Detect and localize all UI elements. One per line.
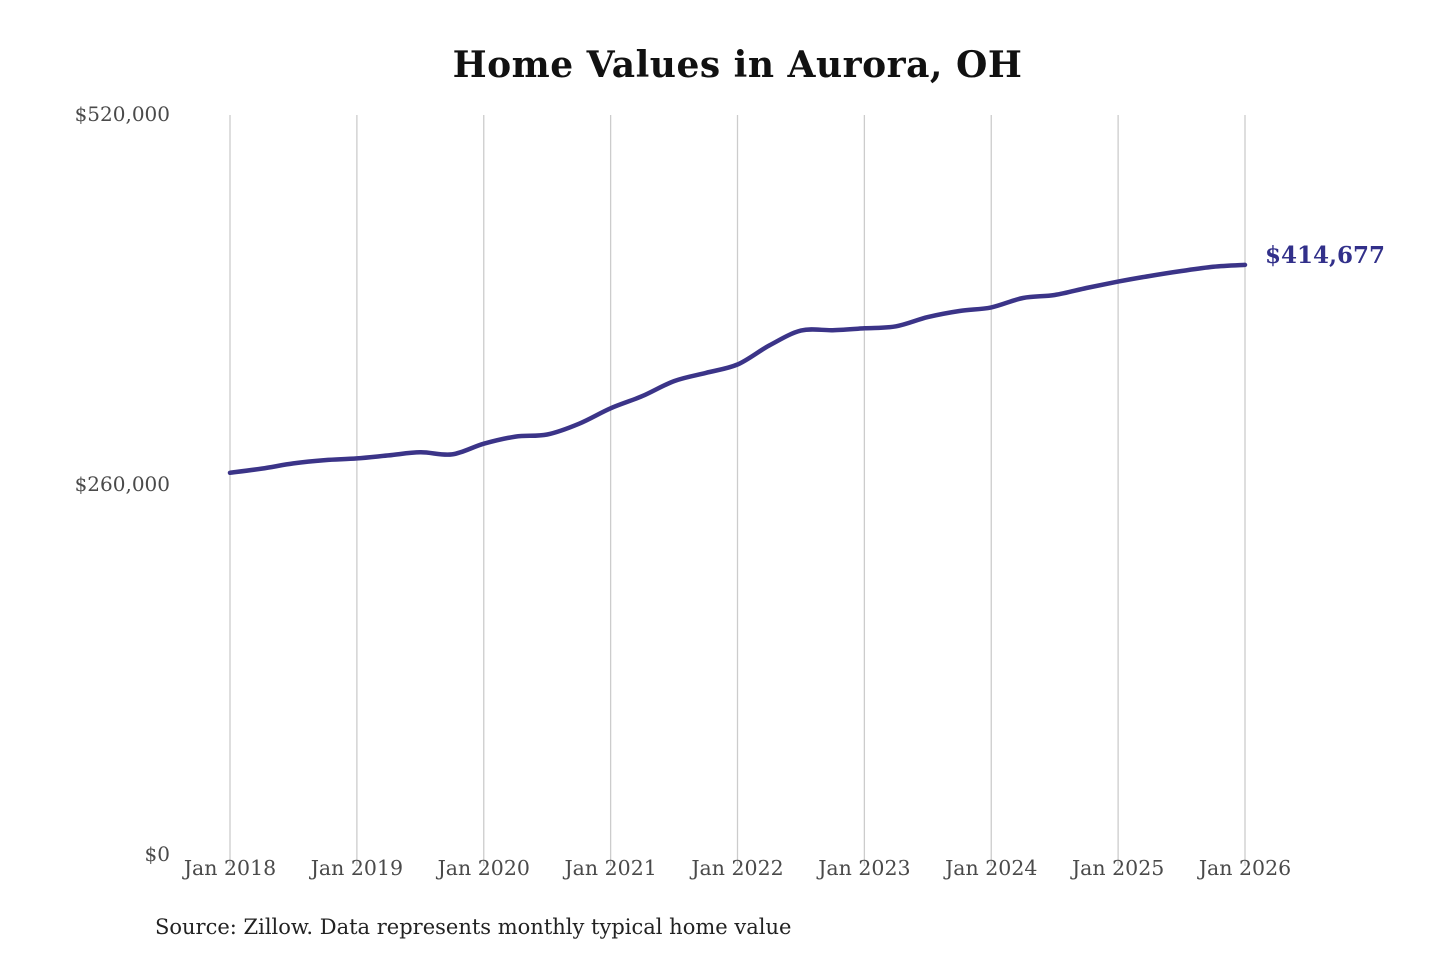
y-axis-tick-260000: $260,000	[74, 472, 170, 496]
x-axis-tick-jan-2020: Jan 2020	[437, 856, 530, 880]
x-axis-tick-jan-2025: Jan 2025	[1071, 856, 1165, 880]
y-axis-tick-0: $0	[144, 842, 170, 866]
chart-title: Home Values in Aurora, OH	[452, 44, 1023, 86]
vertical-gridlines	[229, 115, 1246, 866]
x-axis-tick-jan-2018: Jan 2018	[183, 856, 277, 880]
x-axis-tick-jan-2024: Jan 2024	[945, 856, 1038, 880]
x-axis-tick-jan-2026: Jan 2026	[1198, 856, 1292, 880]
y-axis-tick-520000: $520,000	[74, 102, 170, 126]
x-axis-tick-jan-2022: Jan 2022	[691, 856, 784, 880]
x-axis-tick-jan-2021: Jan 2021	[564, 856, 657, 880]
latest-value-annotation: $414,677	[1265, 242, 1386, 269]
x-axis-tick-jan-2023: Jan 2023	[818, 856, 911, 880]
home-value-line-series	[227, 262, 1248, 476]
source-note: Source: Zillow. Data represents monthly …	[155, 915, 792, 939]
x-axis-tick-jan-2019: Jan 2019	[310, 856, 404, 880]
